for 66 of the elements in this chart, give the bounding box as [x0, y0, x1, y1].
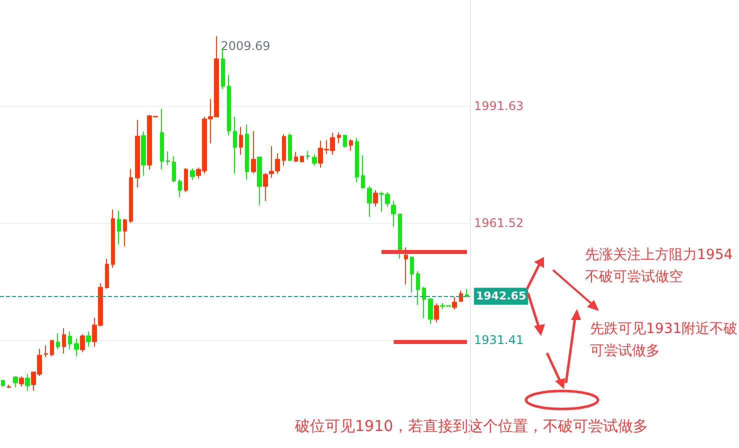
candlestick	[7, 384, 11, 389]
candlestick	[428, 297, 433, 324]
candlestick	[135, 119, 140, 188]
candlestick	[239, 126, 243, 156]
candlestick	[452, 296, 457, 310]
candlestick	[111, 209, 115, 268]
candlestick	[56, 332, 60, 350]
candlestick	[190, 168, 195, 181]
candlestick	[1, 379, 5, 387]
ref-line-label: 1942.65	[476, 290, 526, 303]
candlestick	[257, 156, 262, 206]
candlestick	[288, 132, 292, 162]
candlestick	[275, 152, 280, 174]
y-tick-label: 1961.52	[474, 216, 524, 230]
candlestick	[184, 168, 188, 193]
candlestick	[355, 137, 359, 183]
candlestick	[80, 334, 85, 353]
candlestick	[300, 155, 304, 163]
candlestick	[367, 185, 372, 218]
candlestick	[416, 270, 420, 306]
candlestick	[269, 146, 274, 178]
text: 先跌可见1931附近不破可尝试做多	[590, 321, 738, 359]
candlestick	[349, 138, 353, 152]
candlestick	[337, 132, 341, 144]
candlestick	[422, 286, 426, 319]
candlestick	[13, 376, 18, 388]
y-tick-label: 1991.63	[474, 99, 524, 114]
candlestick	[398, 213, 402, 260]
candlestick	[105, 258, 109, 290]
annotation: 2009.69	[220, 39, 270, 54]
candlestick	[373, 190, 378, 208]
candlestick	[50, 340, 54, 357]
candlestick	[306, 150, 310, 160]
candlestick	[245, 124, 249, 180]
candlestick	[251, 130, 256, 174]
candlestick	[391, 200, 396, 228]
candlestick	[294, 151, 298, 162]
candlestick	[166, 150, 170, 166]
candlestick	[160, 108, 164, 170]
candlestick	[343, 134, 347, 148]
candlestick	[129, 168, 133, 224]
candlestick	[86, 330, 91, 347]
candlestick	[459, 290, 463, 302]
candlestick	[117, 210, 121, 245]
text: 先涨关注上方阻力1954不破可尝试做空	[585, 247, 733, 285]
candlestick	[233, 116, 237, 174]
candlestick	[227, 74, 231, 136]
candlestick	[172, 156, 176, 182]
candlestick	[410, 256, 414, 294]
candlestick	[19, 376, 24, 387]
candlestick	[282, 134, 286, 166]
candlestick	[44, 344, 48, 358]
candlestick	[312, 154, 317, 166]
candlestick	[74, 338, 79, 357]
candlestick	[123, 218, 127, 247]
candlestick	[25, 374, 30, 392]
candlestick	[361, 154, 365, 189]
candlestick	[141, 131, 146, 176]
candlestick	[465, 288, 469, 298]
candlestick	[404, 247, 408, 285]
candlestick	[62, 328, 66, 354]
y-tick-label: 1931.41	[474, 332, 524, 347]
candlestick	[68, 330, 72, 350]
candlestick	[263, 172, 268, 202]
candlestick	[434, 302, 439, 323]
candlestick	[178, 178, 182, 198]
